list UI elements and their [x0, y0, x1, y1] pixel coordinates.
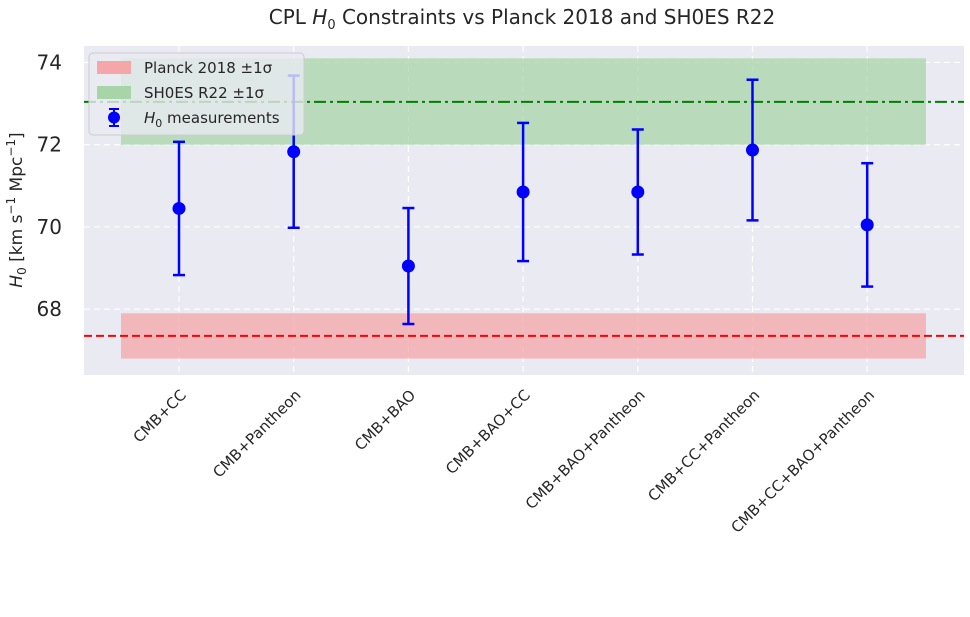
legend-swatch-planck [97, 61, 131, 74]
y-tick-label: 68 [37, 297, 62, 321]
legend-box [88, 52, 305, 136]
x-tick-label: CMB+Pantheon [209, 386, 304, 481]
x-tick-label: CMB+BAO+CC [442, 386, 534, 478]
data-point [631, 185, 645, 199]
legend-label-planck: Planck 2018 ±1σ [144, 59, 273, 77]
y-tick-label: 74 [37, 50, 62, 74]
legend-marker-measurements [108, 108, 120, 127]
data-point [287, 145, 301, 159]
data-point [746, 143, 759, 157]
data-point [860, 218, 874, 232]
y-axis-label: H0 [km s−1 Mpc−1] [4, 132, 29, 287]
data-point [516, 185, 530, 199]
y-tick-labels: 68 70 72 74 [37, 50, 62, 321]
x-tick-label: CMB+BAO+Pantheon [522, 386, 649, 513]
chart-title: CPL H0 Constraints vs Planck 2018 and SH… [269, 5, 776, 33]
legend-label-shoes: SH0ES R22 ±1σ [144, 84, 265, 102]
data-points [172, 143, 874, 273]
legend: Planck 2018 ±1σ SH0ES R22 ±1σ H0 measure… [88, 52, 305, 136]
legend-swatch-shoes [97, 86, 131, 99]
y-tick-label: 70 [37, 215, 62, 239]
x-tick-labels: CMB+CC CMB+Pantheon CMB+BAO CMB+BAO+CCCMB+B… [130, 386, 878, 536]
x-tick-label: CMB+BAO [351, 386, 419, 454]
x-tick-label: CMB+CC+Pantheon [644, 386, 763, 505]
legend-label-measurements: H0 measurements [144, 109, 280, 130]
x-tick-label: CMB+CC [130, 386, 190, 446]
data-point [401, 259, 415, 273]
y-tick-label: 72 [37, 133, 62, 157]
data-point [172, 201, 186, 215]
